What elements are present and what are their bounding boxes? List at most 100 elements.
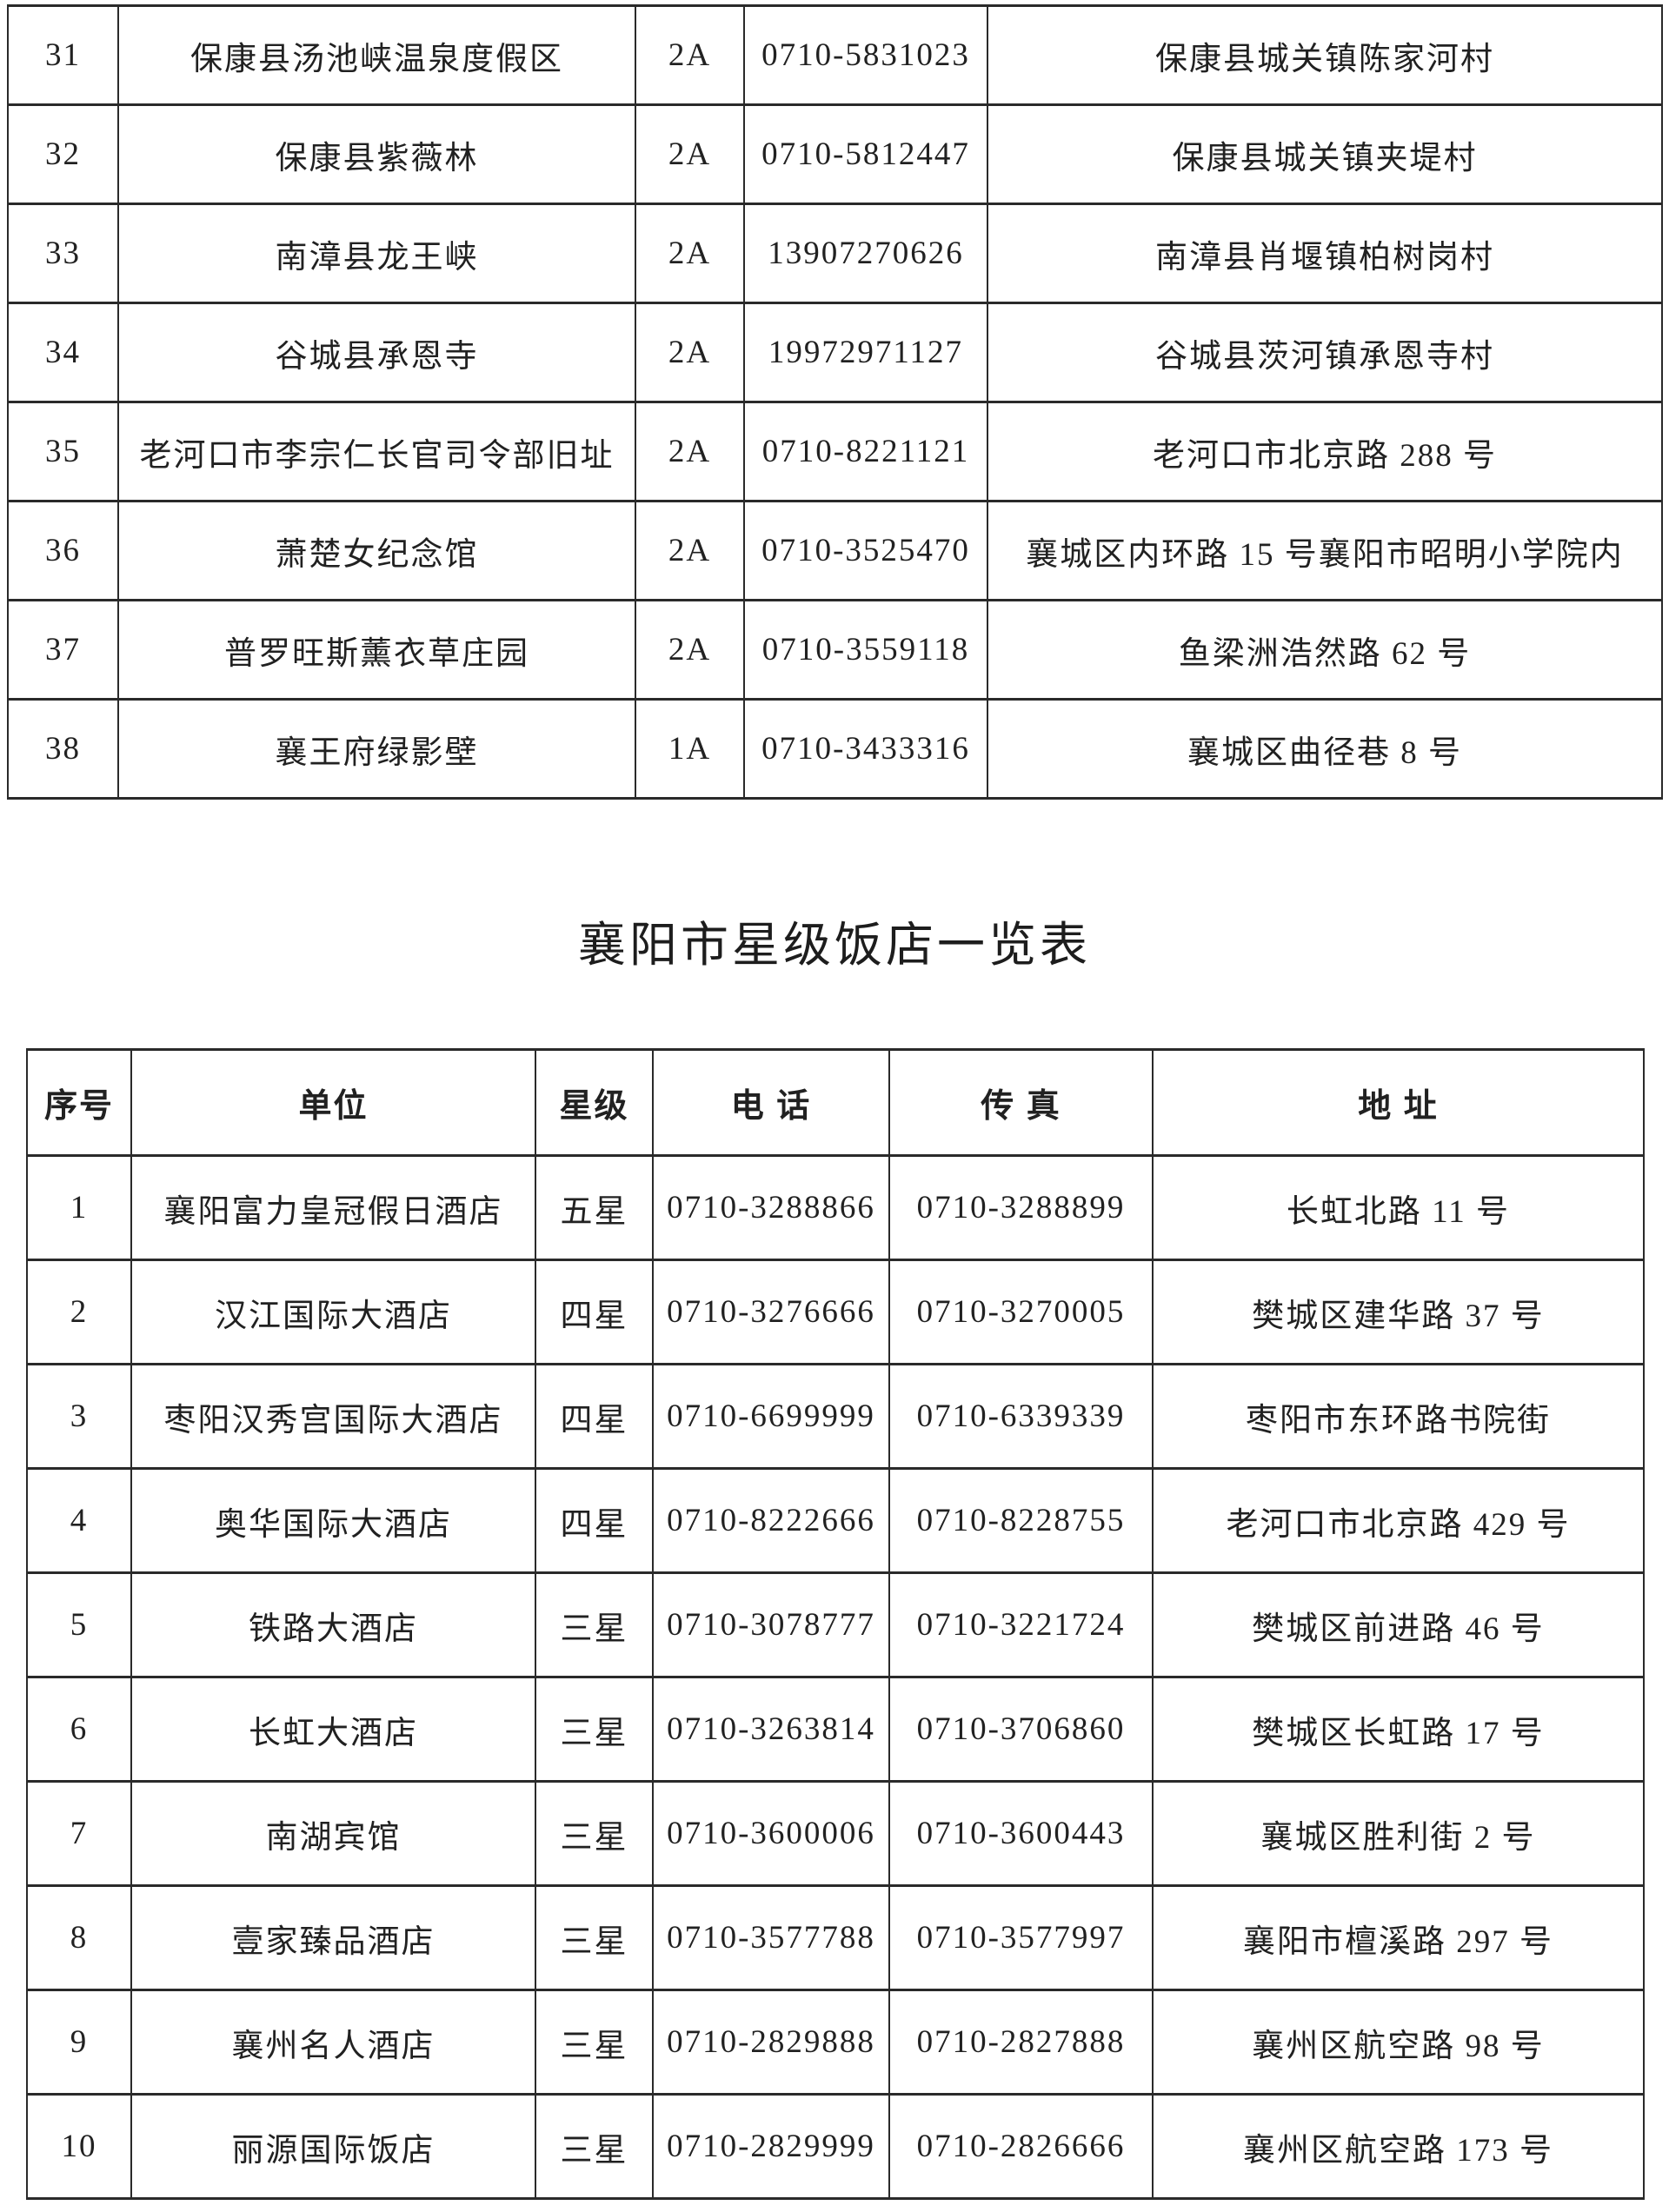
table-row: 10 丽源国际饭店 三星 0710-2829999 0710-2826666 襄… — [26, 2093, 1645, 2200]
scenic-name-cell: 普罗旺斯薰衣草庄园 — [117, 599, 636, 701]
scenic-address-cell: 襄城区曲径巷 8 号 — [987, 698, 1663, 800]
table-row: 7 南湖宾馆 三星 0710-3600006 0710-3600443 襄城区胜… — [26, 1780, 1645, 1887]
table-row: 9 襄州名人酒店 三星 0710-2829888 0710-2827888 襄州… — [26, 1989, 1645, 2096]
hotel-fax-cell: 0710-3577997 — [888, 1884, 1154, 1991]
hotel-star-cell: 三星 — [535, 1780, 654, 1887]
table-header-row: 序号 单位 星级 电 话 传 真 地 址 — [26, 1048, 1645, 1157]
header-star: 星级 — [535, 1048, 654, 1157]
hotel-star-cell: 三星 — [535, 1989, 654, 2096]
hotel-unit-cell: 枣阳汉秀宫国际大酒店 — [130, 1363, 536, 1470]
table-row: 1 襄阳富力皇冠假日酒店 五星 0710-3288866 0710-328889… — [26, 1154, 1645, 1261]
hotel-star-cell: 四星 — [535, 1363, 654, 1470]
table-row: 38 襄王府绿影壁 1A 0710-3433316 襄城区曲径巷 8 号 — [7, 698, 1663, 800]
scenic-phone-cell: 0710-3525470 — [743, 500, 988, 601]
scenic-address-cell: 保康县城关镇陈家河村 — [987, 4, 1663, 106]
hotel-unit-cell: 襄州名人酒店 — [130, 1989, 536, 2096]
scenic-address-cell: 襄城区内环路 15 号襄阳市昭明小学院内 — [987, 500, 1663, 601]
hotel-phone-cell: 0710-3078777 — [652, 1571, 890, 1678]
table-row: 35 老河口市李宗仁长官司令部旧址 2A 0710-8221121 老河口市北京… — [7, 401, 1663, 502]
hotel-phone-cell: 0710-3276666 — [652, 1259, 890, 1365]
hotel-index-cell: 10 — [26, 2093, 132, 2200]
scenic-index-cell: 36 — [7, 500, 119, 601]
hotel-star-cell: 三星 — [535, 1571, 654, 1678]
table-row: 34 谷城县承恩寺 2A 19972971127 谷城县茨河镇承恩寺村 — [7, 302, 1663, 403]
table-row: 5 铁路大酒店 三星 0710-3078777 0710-3221724 樊城区… — [26, 1571, 1645, 1678]
scenic-index-cell: 38 — [7, 698, 119, 800]
table-row: 8 壹家臻品酒店 三星 0710-3577788 0710-3577997 襄阳… — [26, 1884, 1645, 1991]
hotel-unit-cell: 长虹大酒店 — [130, 1676, 536, 1783]
hotel-star-cell: 三星 — [535, 1884, 654, 1991]
table-row: 3 枣阳汉秀宫国际大酒店 四星 0710-6699999 0710-633933… — [26, 1363, 1645, 1470]
scenic-phone-cell: 19972971127 — [743, 302, 988, 403]
hotel-fax-cell: 0710-3600443 — [888, 1780, 1154, 1887]
hotel-fax-cell: 0710-6339339 — [888, 1363, 1154, 1470]
hotel-phone-cell: 0710-2829999 — [652, 2093, 890, 2200]
scenic-grade-cell: 2A — [635, 599, 745, 701]
hotel-unit-cell: 襄阳富力皇冠假日酒店 — [130, 1154, 536, 1261]
scenic-phone-cell: 0710-3559118 — [743, 599, 988, 701]
hotel-phone-cell: 0710-3263814 — [652, 1676, 890, 1783]
scenic-grade-cell: 2A — [635, 500, 745, 601]
hotel-unit-cell: 南湖宾馆 — [130, 1780, 536, 1887]
page-title: 襄阳市星级饭店一览表 — [577, 919, 1091, 972]
hotel-address-cell: 樊城区建华路 37 号 — [1152, 1259, 1645, 1365]
scenic-name-cell: 谷城县承恩寺 — [117, 302, 636, 403]
hotels-table: 序号 单位 星级 电 话 传 真 地 址 1 襄阳富力皇冠假日酒店 五星 071… — [26, 1048, 1645, 2200]
hotel-address-cell: 襄州区航空路 98 号 — [1152, 1989, 1645, 2096]
hotel-fax-cell: 0710-3221724 — [888, 1571, 1154, 1678]
scenic-name-cell: 襄王府绿影壁 — [117, 698, 636, 800]
scenic-index-cell: 31 — [7, 4, 119, 106]
hotel-index-cell: 9 — [26, 1989, 132, 2096]
hotel-address-cell: 枣阳市东环路书院街 — [1152, 1363, 1645, 1470]
scenic-phone-cell: 0710-5831023 — [743, 4, 988, 106]
hotel-phone-cell: 0710-8222666 — [652, 1467, 890, 1574]
hotel-address-cell: 长虹北路 11 号 — [1152, 1154, 1645, 1261]
hotel-address-cell: 老河口市北京路 429 号 — [1152, 1467, 1645, 1574]
hotel-fax-cell: 0710-2826666 — [888, 2093, 1154, 2200]
hotel-fax-cell: 0710-2827888 — [888, 1989, 1154, 2096]
header-unit: 单位 — [130, 1048, 536, 1157]
hotel-unit-cell: 汉江国际大酒店 — [130, 1259, 536, 1365]
header-index: 序号 — [26, 1048, 132, 1157]
hotel-phone-cell: 0710-6699999 — [652, 1363, 890, 1470]
hotel-fax-cell: 0710-3706860 — [888, 1676, 1154, 1783]
hotel-fax-cell: 0710-8228755 — [888, 1467, 1154, 1574]
hotel-phone-cell: 0710-3288866 — [652, 1154, 890, 1261]
scenic-address-cell: 南漳县肖堰镇柏树岗村 — [987, 203, 1663, 304]
scenic-address-cell: 保康县城关镇夹堤村 — [987, 103, 1663, 205]
table-row: 6 长虹大酒店 三星 0710-3263814 0710-3706860 樊城区… — [26, 1676, 1645, 1783]
scenic-grade-cell: 2A — [635, 302, 745, 403]
hotel-star-cell: 四星 — [535, 1467, 654, 1574]
header-fax: 传 真 — [888, 1048, 1154, 1157]
table-row: 32 保康县紫薇林 2A 0710-5812447 保康县城关镇夹堤村 — [7, 103, 1663, 205]
hotel-star-cell: 四星 — [535, 1259, 654, 1365]
header-phone: 电 话 — [652, 1048, 890, 1157]
hotel-phone-cell: 0710-3600006 — [652, 1780, 890, 1887]
table-row: 37 普罗旺斯薰衣草庄园 2A 0710-3559118 鱼梁洲浩然路 62 号 — [7, 599, 1663, 701]
scenic-grade-cell: 2A — [635, 203, 745, 304]
scenic-address-cell: 鱼梁洲浩然路 62 号 — [987, 599, 1663, 701]
scenic-name-cell: 保康县紫薇林 — [117, 103, 636, 205]
hotel-index-cell: 8 — [26, 1884, 132, 1991]
scenic-grade-cell: 2A — [635, 4, 745, 106]
hotel-index-cell: 6 — [26, 1676, 132, 1783]
scenic-index-cell: 34 — [7, 302, 119, 403]
hotel-address-cell: 襄州区航空路 173 号 — [1152, 2093, 1645, 2200]
hotel-index-cell: 2 — [26, 1259, 132, 1365]
table-row: 36 萧楚女纪念馆 2A 0710-3525470 襄城区内环路 15 号襄阳市… — [7, 500, 1663, 601]
hotel-index-cell: 5 — [26, 1571, 132, 1678]
hotel-index-cell: 3 — [26, 1363, 132, 1470]
hotel-star-cell: 五星 — [535, 1154, 654, 1261]
scenic-grade-cell: 1A — [635, 698, 745, 800]
scenic-phone-cell: 0710-3433316 — [743, 698, 988, 800]
scenic-grade-cell: 2A — [635, 401, 745, 502]
hotel-unit-cell: 壹家臻品酒店 — [130, 1884, 536, 1991]
scenic-grade-cell: 2A — [635, 103, 745, 205]
scenic-name-cell: 保康县汤池峡温泉度假区 — [117, 4, 636, 106]
scenic-name-cell: 南漳县龙王峡 — [117, 203, 636, 304]
hotel-index-cell: 1 — [26, 1154, 132, 1261]
scenic-name-cell: 老河口市李宗仁长官司令部旧址 — [117, 401, 636, 502]
scenic-index-cell: 32 — [7, 103, 119, 205]
scenic-spots-table: 31 保康县汤池峡温泉度假区 2A 0710-5831023 保康县城关镇陈家河… — [7, 4, 1663, 800]
